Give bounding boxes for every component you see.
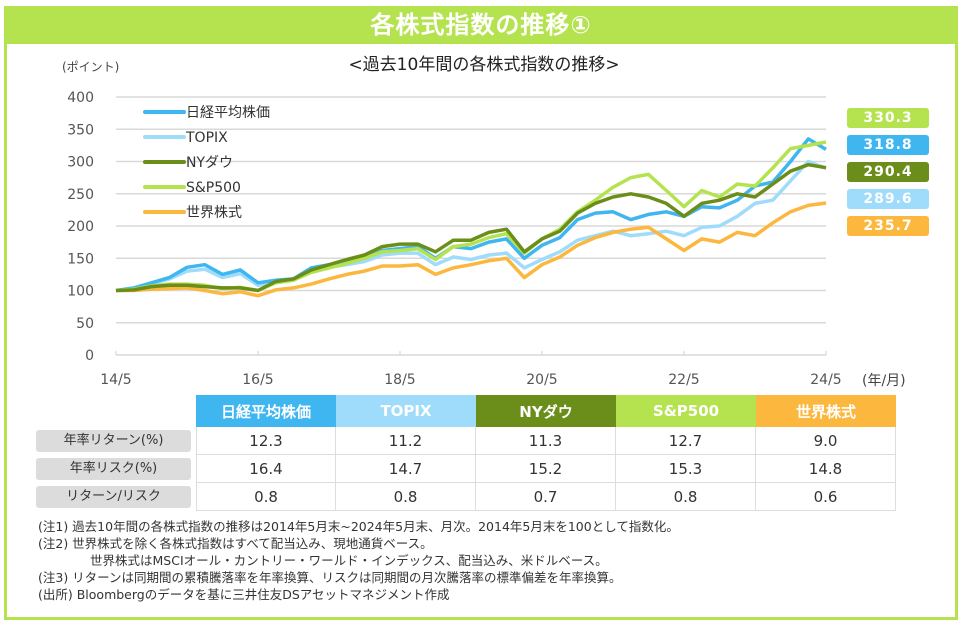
y-axis-ticks: 0 50 100 150 200 250 300 350 400 [67,90,94,364]
table-row: 年率リターン(%) 12.3 11.2 11.3 12.7 9.0 [36,427,896,455]
table-cell: 15.2 [476,455,616,483]
table-cell: 16.4 [196,455,336,483]
table-cell: 15.3 [616,455,756,483]
page-title: 各株式指数の推移① [4,6,958,44]
x-tick-label: 20/5 [526,372,557,388]
table-cell: 12.7 [616,427,756,455]
x-tick-label: 14/5 [100,372,131,388]
y-tick-label: 300 [67,155,94,171]
y-axis-unit: (ポイント) [62,60,120,74]
y-tick-label: 100 [67,284,94,300]
end-value-label: 289.6 [847,189,929,209]
series-line-4 [116,201,827,298]
series-line-2 [115,162,827,293]
chart-subtitle: <過去10年間の各株式指数の推移> [348,55,620,75]
y-tick-label: 0 [85,348,94,364]
end-value-label: 235.7 [847,216,929,236]
legend-label: 日経平均株価 [186,105,270,121]
header-world: 世界株式 [756,395,896,427]
series-line-1 [115,159,827,293]
series-line-0 [115,137,827,293]
note-3: (注3) リターンは同期間の累積騰落率を年率換算、リスクは同期間の月次騰落率の標… [38,570,622,585]
y-tick-label: 400 [67,90,94,106]
table-header-row: 日経平均株価 TOPIX NYダウ S&P500 世界株式 [36,395,896,427]
note-1: (注1) 過去10年間の各株式指数の推移は2014年5月末~2024年5月末、月… [38,519,679,534]
table-cell: 0.6 [756,483,896,511]
x-tick-label: 22/5 [668,372,699,388]
series-lines [115,137,827,298]
table-row: 年率リスク(%) 16.4 14.7 15.2 15.3 14.8 [36,455,896,483]
end-value-label: 330.3 [847,108,929,128]
y-tick-label: 50 [76,316,94,332]
note-2: (注2) 世界株式を除く各株式指数はすべて配当込み、現地通貨ベース。 [38,536,433,551]
row-label-annual-risk: 年率リスク(%) [36,458,191,480]
y-tick-label: 350 [67,122,94,138]
legend-label: TOPIX [185,130,228,146]
table-cell: 0.8 [336,483,476,511]
x-axis-unit: (年/月) [862,373,906,389]
header-nydow: NYダウ [476,395,616,427]
x-tick-label: 24/5 [810,372,841,388]
table-cell: 9.0 [756,427,896,455]
legend: 日経平均株価 TOPIX NYダウ S&P500 世界株式 [143,105,270,221]
stats-table: 日経平均株価 TOPIX NYダウ S&P500 世界株式 年率リターン(%) … [36,395,896,511]
table-cell: 14.8 [756,455,896,483]
table-cell: 0.8 [196,483,336,511]
x-tick-label: 16/5 [242,372,273,388]
table-cell: 11.3 [476,427,616,455]
row-label-annual-return: 年率リターン(%) [36,430,191,452]
grid-lines [116,96,826,356]
y-tick-label: 200 [67,219,94,235]
y-tick-label: 150 [67,251,94,267]
y-tick-label: 250 [67,187,94,203]
header-nikkei: 日経平均株価 [196,395,336,427]
legend-label: S&P500 [186,180,241,196]
source-note: (出所) Bloombergのデータを基に三井住友DSアセットマネジメント作成 [38,587,450,602]
header-topix: TOPIX [336,395,476,427]
table-row: リターン/リスク 0.8 0.8 0.7 0.8 0.6 [36,483,896,511]
table-cell: 0.7 [476,483,616,511]
end-value-label: 290.4 [847,162,929,182]
x-axis-ticks: 14/5 16/5 18/5 20/5 22/5 24/5 [100,351,842,388]
note-2-continued: 世界株式はMSCIオール・カントリー・ワールド・インデックス、配当込み、米ドルベ… [90,553,608,568]
end-value-label: 318.8 [847,135,929,155]
legend-label: 世界株式 [186,205,242,221]
footnotes: (注1) 過去10年間の各株式指数の推移は2014年5月末~2024年5月末、月… [38,518,679,603]
header-sp500: S&P500 [616,395,756,427]
table-cell: 12.3 [196,427,336,455]
line-chart: 0 50 100 150 200 250 300 350 400 14/5 16/5 18/5 20/… [67,90,842,388]
table-cell: 11.2 [336,427,476,455]
table-cell: 0.8 [616,483,756,511]
row-label-return-risk: リターン/リスク [36,486,191,508]
x-tick-label: 18/5 [384,372,415,388]
legend-label: NYダウ [186,155,233,171]
panel-frame [4,6,958,620]
table-cell: 14.7 [336,455,476,483]
header-blank [36,395,196,427]
